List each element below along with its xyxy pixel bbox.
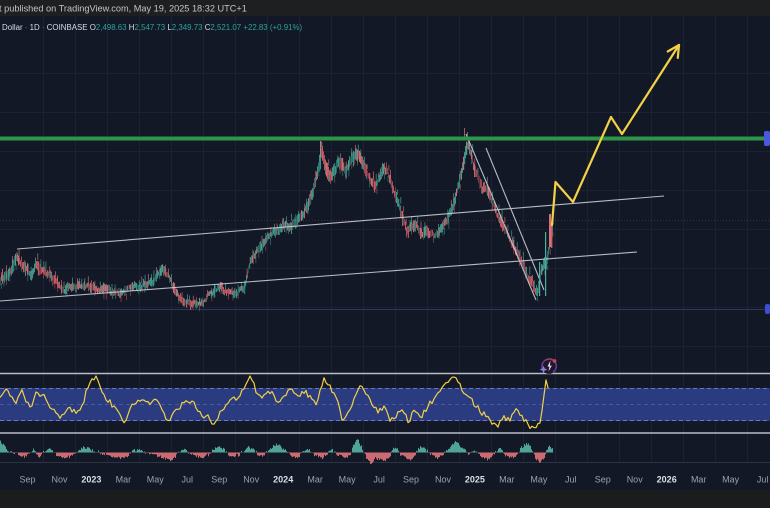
svg-text:Sep: Sep [19, 475, 35, 485]
svg-text:Nov: Nov [243, 475, 260, 485]
svg-text:Sep: Sep [595, 475, 611, 485]
svg-text:2025: 2025 [465, 475, 485, 485]
svg-text:2023: 2023 [81, 475, 101, 485]
svg-text:Nov: Nov [51, 475, 68, 485]
svg-text:Mar: Mar [116, 475, 132, 485]
svg-text:2024: 2024 [273, 475, 293, 485]
svg-text:Dollar · 1D · COINBASE O2,498.: Dollar · 1D · COINBASE O2,498.63 H2,547.… [2, 23, 302, 32]
svg-text:Nov: Nov [627, 475, 644, 485]
svg-text:May: May [722, 475, 740, 485]
svg-text:Mar: Mar [307, 475, 323, 485]
svg-text:Jul: Jul [757, 475, 769, 485]
svg-text:Mar: Mar [691, 475, 707, 485]
svg-text:2026: 2026 [657, 475, 677, 485]
svg-text:Sep: Sep [403, 475, 419, 485]
svg-text:Sep: Sep [211, 475, 227, 485]
svg-text:Jul: Jul [182, 475, 194, 485]
svg-text:Nov: Nov [435, 475, 452, 485]
svg-text:Jul: Jul [373, 475, 385, 485]
svg-text:May: May [530, 475, 548, 485]
svg-text:May: May [147, 475, 165, 485]
svg-text:May: May [339, 475, 357, 485]
svg-text:rt published on TradingView.co: rt published on TradingView.com, May 19,… [0, 4, 247, 14]
svg-text:Mar: Mar [499, 475, 515, 485]
svg-text:Jul: Jul [565, 475, 577, 485]
